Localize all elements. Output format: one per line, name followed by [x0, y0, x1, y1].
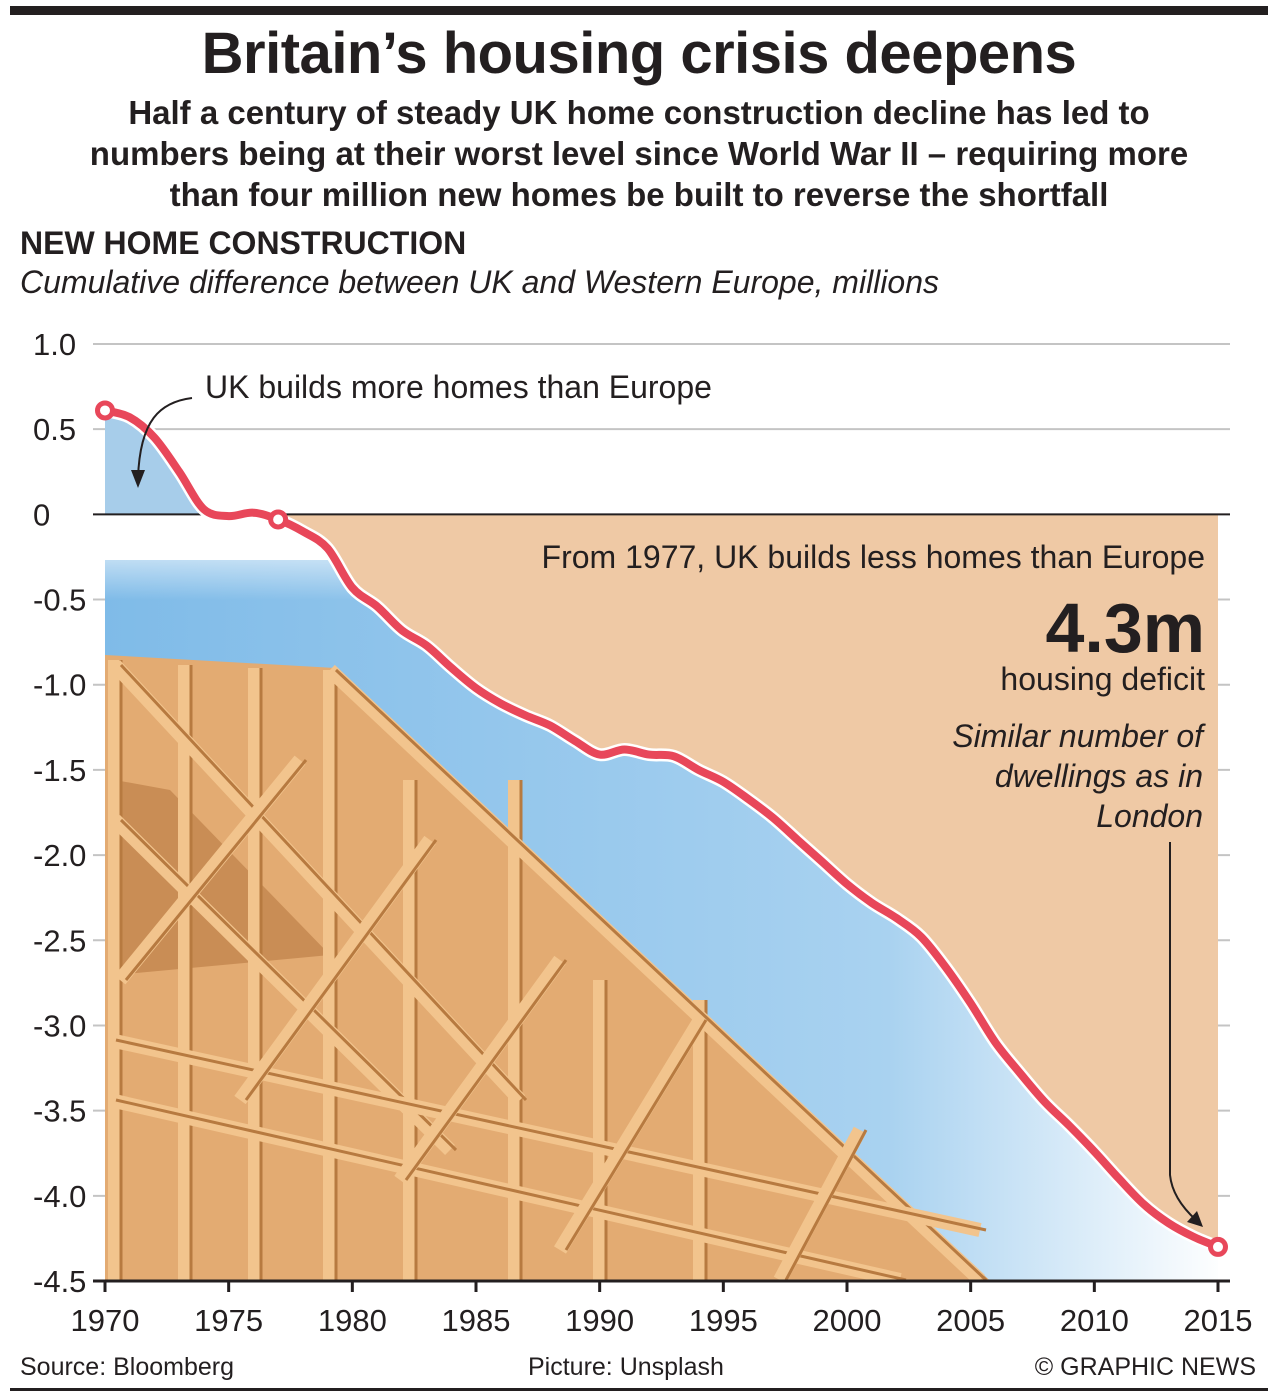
y-tick-label: -1.5 [33, 753, 86, 788]
source-credit: Source: Bloomberg [20, 1353, 235, 1381]
annotations: UK builds more homes than Europe From 19… [131, 369, 1206, 1227]
series-line-path [101, 406, 1222, 1251]
deficit-value: 4.3m [1045, 589, 1205, 667]
timber-beam-edge [564, 1019, 708, 1251]
picture-credit: Picture: Unsplash [528, 1353, 724, 1381]
y-tick-label: 1.0 [33, 327, 76, 362]
data-point-2015 [1208, 1236, 1228, 1257]
deficit-label: housing deficit [1000, 661, 1205, 697]
y-tick-label: 0.5 [33, 412, 76, 447]
positive-arrow [137, 397, 193, 479]
top-rule [10, 6, 1268, 15]
page-subtitle: Half a century of steady UK home constru… [89, 94, 1189, 213]
timber-beam-edge [784, 1129, 868, 1281]
note-line-1: Similar number of [952, 718, 1206, 754]
timber-beam-edge [404, 959, 568, 1181]
x-tick-label: 2010 [1060, 1303, 1129, 1338]
y-tick-label: -4.5 [33, 1264, 86, 1299]
timber-beam [773, 1126, 867, 1281]
data-point-1977 [268, 509, 289, 530]
x-tick-label: 1990 [565, 1303, 634, 1338]
x-tick-label: 1980 [318, 1303, 387, 1338]
timber-beam-edge [119, 818, 458, 1152]
x-tick-label: 2005 [936, 1303, 1005, 1338]
y-tick-label: -0.5 [33, 583, 86, 618]
timber-beam [234, 835, 436, 1105]
timber-beam [554, 1016, 706, 1254]
page-title: Britain’s housing crisis deepens [201, 21, 1077, 86]
y-tick-label: 0 [33, 497, 50, 532]
tick-labels: 1.0 0.5 0 -0.5 -1.0 -1.5 -2.0 -2.5 -3.0 -3.5 -4.0 -… [33, 327, 1252, 1338]
timber-beam [109, 660, 526, 1105]
negative-area [278, 514, 1219, 1247]
positive-arrowhead [131, 470, 145, 488]
y-tick-label: -3.5 [33, 1094, 86, 1129]
timber-beam [114, 755, 306, 985]
timber-beam [325, 664, 985, 1281]
y-tick-label: -3.0 [33, 1008, 86, 1043]
y-tick-label: -4.0 [33, 1179, 86, 1214]
chart-subtitle: Cumulative difference between UK and Wes… [20, 264, 939, 300]
x-tick-label: 2000 [813, 1303, 882, 1338]
timber-beam-edge [115, 1098, 907, 1281]
note-line-2: dwellings as in [995, 758, 1203, 794]
y-tick-label: -2.5 [33, 923, 86, 958]
note-arrowhead [1187, 1211, 1203, 1227]
series-line [95, 400, 1228, 1257]
timber-beam-edge [119, 663, 528, 1102]
note-line-3: London [1096, 798, 1203, 834]
bottom-rule [10, 1388, 1268, 1391]
x-tick-label: 1970 [71, 1303, 140, 1338]
chart-title: NEW HOME CONSTRUCTION [20, 225, 467, 261]
x-tick-label: 1995 [689, 1303, 758, 1338]
x-tick-label: 2015 [1184, 1303, 1253, 1338]
y-tick-label: -1.0 [33, 668, 86, 703]
x-tick-label: 1985 [442, 1303, 511, 1338]
y-tick-label: -2.0 [33, 838, 86, 873]
data-point-1970 [95, 400, 115, 421]
x-tick-label: 1975 [194, 1303, 263, 1338]
timber-beam-edge [334, 668, 988, 1281]
timber-beam-edge [244, 839, 438, 1101]
timber-beam [394, 955, 566, 1185]
negative-annotation: From 1977, UK builds less homes than Eur… [542, 539, 1205, 575]
timber-beam-edge [124, 759, 308, 981]
publisher-credit: © GRAPHIC NEWS [1034, 1353, 1256, 1381]
positive-annotation: UK builds more homes than Europe [205, 369, 712, 405]
